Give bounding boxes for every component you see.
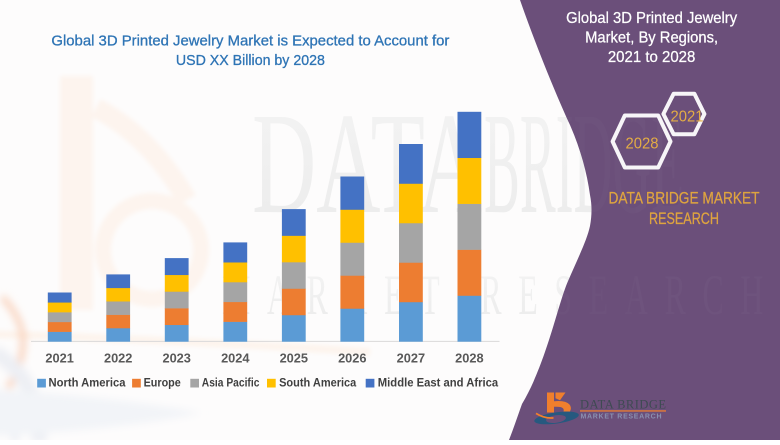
svg-text:Market, By Regions,: Market, By Regions, [585, 30, 718, 47]
svg-text:DATA BRIDGE: DATA BRIDGE [580, 398, 666, 412]
svg-text:2024: 2024 [221, 350, 250, 365]
svg-text:2028: 2028 [455, 350, 483, 365]
svg-text:2022: 2022 [104, 350, 132, 365]
svg-text:2026: 2026 [338, 350, 366, 365]
svg-text:2027: 2027 [397, 350, 425, 365]
svg-text:2028: 2028 [626, 136, 659, 153]
svg-text:Global 3D Printed Jewelry: Global 3D Printed Jewelry [566, 10, 737, 27]
svg-text:Asia Pacific: Asia Pacific [202, 376, 260, 389]
svg-text:USD XX Billion by 2028: USD XX Billion by 2028 [176, 52, 325, 69]
svg-text:DATA BRIDGE MARKET: DATA BRIDGE MARKET [609, 190, 760, 208]
svg-text:2021: 2021 [671, 109, 704, 126]
svg-text:2021 to 2028: 2021 to 2028 [608, 49, 696, 66]
svg-text:South America: South America [279, 376, 357, 389]
svg-text:2025: 2025 [280, 350, 308, 365]
svg-text:MARKET RESEARCH: MARKET RESEARCH [581, 414, 662, 421]
svg-text:Middle East and Africa: Middle East and Africa [378, 376, 499, 389]
svg-text:North America: North America [49, 376, 127, 389]
svg-text:Global 3D Printed Jewelry Mark: Global 3D Printed Jewelry Market is Expe… [51, 33, 449, 50]
svg-text:Europe: Europe [144, 376, 182, 389]
svg-text:2021: 2021 [45, 350, 73, 365]
svg-text:2023: 2023 [162, 350, 190, 365]
svg-text:RESEARCH: RESEARCH [649, 210, 719, 228]
